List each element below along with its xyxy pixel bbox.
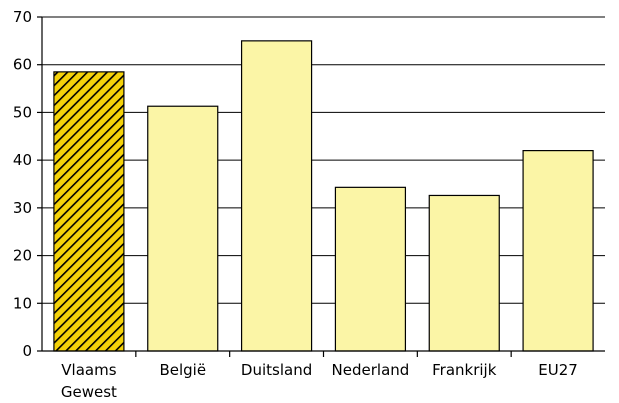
bar-eu27	[522, 150, 594, 352]
y-tick-label-60: 60	[13, 56, 32, 74]
bar-belgië	[147, 105, 219, 352]
x-label-eu27: EU27	[538, 361, 578, 379]
x-label-belgië: België	[159, 361, 206, 379]
bar-nederland	[334, 186, 407, 352]
y-tick-label-30: 30	[13, 199, 32, 217]
y-tick-label-70: 70	[13, 8, 32, 26]
x-label-duitsland: Duitsland	[241, 361, 312, 379]
x-label-vlaams-gewest: Vlaams Gewest	[61, 361, 117, 401]
y-tick-label-40: 40	[13, 151, 32, 169]
y-tick-labels: 0 10 20 30 40 50 60 70	[13, 8, 32, 360]
y-tick-label-20: 20	[13, 247, 32, 265]
gridlines	[42, 16, 605, 304]
x-label-nederland: Nederland	[332, 361, 410, 379]
axes	[37, 16, 605, 357]
y-tick-label-10: 10	[13, 294, 32, 312]
x-label-frankrijk: Frankrijk	[432, 361, 497, 379]
bar-duitsland	[240, 40, 313, 352]
y-tick-label-0: 0	[22, 342, 32, 360]
bar-frankrijk	[428, 194, 500, 352]
bars	[53, 40, 594, 352]
x-category-labels: Vlaams Gewest België Duitsland Nederland Fran…	[61, 361, 578, 401]
y-tick-label-50: 50	[13, 103, 32, 121]
bar-vlaams-gewest	[53, 71, 125, 352]
